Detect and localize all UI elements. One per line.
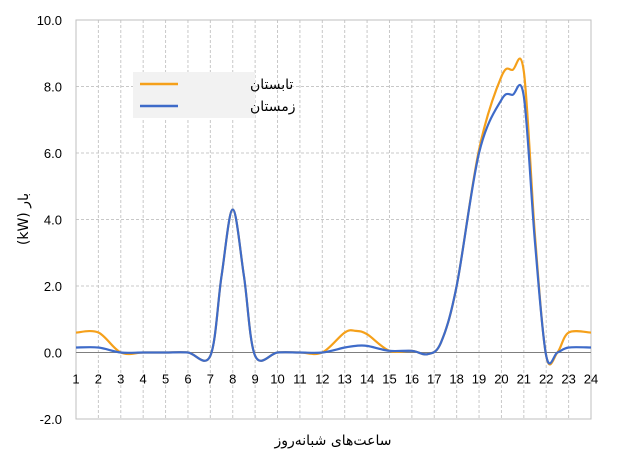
- y-tick-labels: -2.0 0.0 2.0 4.0 6.0 8.0 10.0: [37, 13, 62, 427]
- y-tick-label: -2.0: [40, 412, 62, 427]
- x-tick-label: 23: [561, 372, 575, 387]
- x-tick-label: 2: [95, 372, 102, 387]
- x-tick-label: 22: [539, 372, 553, 387]
- x-tick-label: 5: [162, 372, 169, 387]
- legend: تابستان زمستان: [133, 72, 296, 118]
- x-tick-label: 14: [360, 372, 374, 387]
- x-tick-label: 1: [72, 372, 79, 387]
- x-tick-label: 6: [184, 372, 191, 387]
- x-tick-label: 10: [270, 372, 284, 387]
- y-tick-label: 8.0: [44, 80, 62, 95]
- legend-label-winter: زمستان: [250, 99, 296, 115]
- x-tick-label: 18: [449, 372, 463, 387]
- series-line-winter: [75, 83, 592, 365]
- x-tick-label: 17: [427, 372, 441, 387]
- x-tick-label: 11: [293, 372, 307, 387]
- y-tick-label: 2.0: [44, 279, 62, 294]
- y-tick-label: 0.0: [44, 346, 62, 361]
- y-axis-title: بار (kW): [16, 193, 32, 245]
- x-tick-label: 3: [117, 372, 124, 387]
- x-tick-label: 4: [140, 372, 147, 387]
- legend-box: [133, 72, 255, 118]
- x-tick-label: 24: [584, 372, 598, 387]
- x-tick-labels: 1 2 3 4 5 6 7 8 9 10 11 12 13 14 15 16 17 18 19 20 21 22 23 24: [72, 372, 598, 387]
- y-tick-label: 6.0: [44, 146, 62, 161]
- x-tick-label: 8: [229, 372, 236, 387]
- y-tick-label: 4.0: [44, 213, 62, 228]
- x-tick-label: 15: [382, 372, 396, 387]
- x-tick-label: 7: [207, 372, 214, 387]
- x-tick-label: 13: [337, 372, 351, 387]
- x-tick-label: 20: [494, 372, 508, 387]
- x-tick-label: 12: [315, 372, 329, 387]
- x-tick-label: 19: [472, 372, 486, 387]
- legend-label-summer: تابستان: [250, 77, 293, 93]
- plot-area-border: [75, 19, 592, 420]
- x-axis-title: ساعت‌های شبانه‌روز: [273, 433, 391, 449]
- x-tick-label: 9: [252, 372, 259, 387]
- series-group: [75, 57, 592, 366]
- x-tick-label: 16: [405, 372, 419, 387]
- y-tick-label: 10.0: [37, 13, 62, 28]
- x-tick-label: 21: [517, 372, 531, 387]
